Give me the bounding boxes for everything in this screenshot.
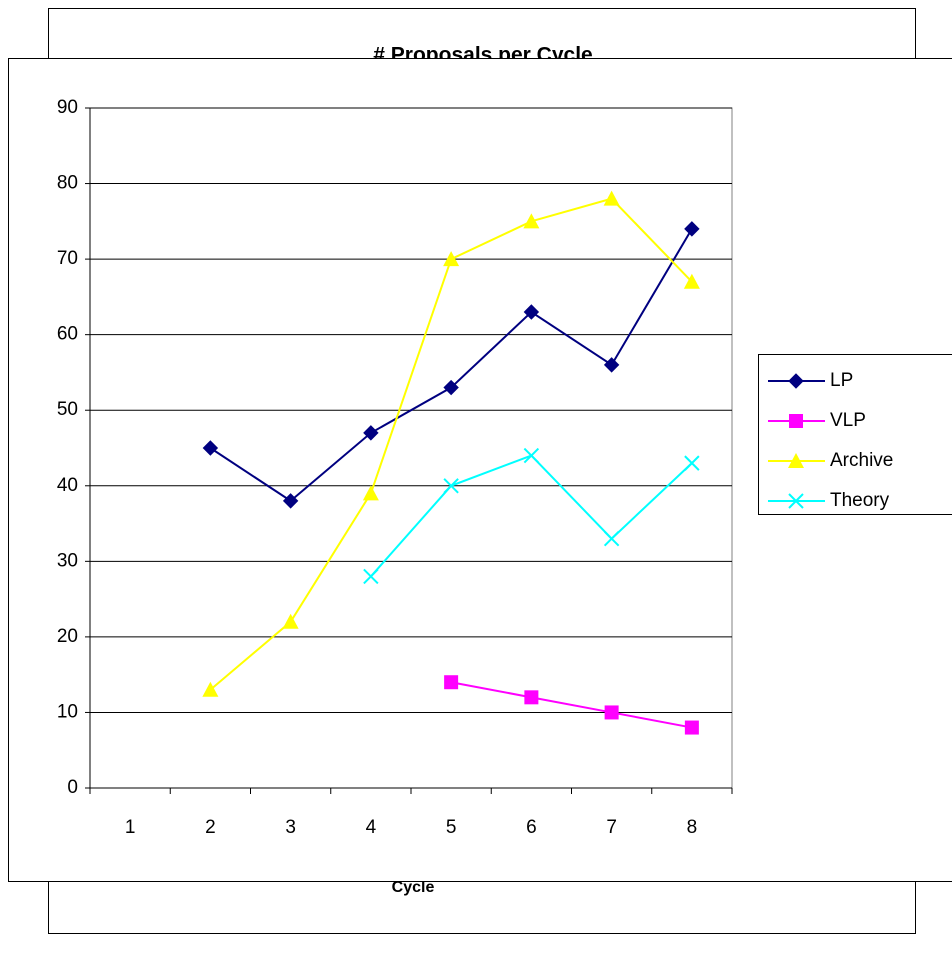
x-tick-label: 4: [366, 817, 377, 838]
marker: [788, 453, 804, 468]
marker: [788, 373, 804, 389]
y-tick-label: 40: [57, 475, 78, 496]
marker: [523, 213, 540, 229]
y-tick-label: 60: [57, 324, 78, 345]
marker: [604, 705, 619, 720]
x-tick-label: 6: [526, 817, 537, 838]
series-line: [450, 681, 693, 729]
marker: [523, 304, 540, 320]
marker: [683, 273, 700, 289]
marker: [362, 485, 379, 501]
x-tick-label: 5: [446, 817, 457, 838]
y-tick-label: 80: [57, 173, 78, 194]
y-tick-label: 30: [57, 550, 78, 571]
y-tick-label: 20: [57, 626, 78, 647]
y-tick-label: 0: [67, 777, 78, 798]
marker: [363, 425, 379, 441]
marker: [684, 720, 699, 735]
marker: [524, 690, 539, 705]
legend-label: VLP: [830, 410, 866, 431]
x-tick-label: 8: [687, 817, 698, 838]
marker: [202, 440, 219, 456]
marker: [523, 447, 540, 464]
marker: [443, 379, 459, 396]
marker: [603, 190, 620, 206]
x-tick-label: 2: [205, 817, 216, 838]
y-tick-label: 10: [57, 701, 78, 722]
marker: [684, 455, 700, 471]
marker: [282, 493, 299, 509]
plot-area: [89, 107, 733, 789]
marker: [788, 493, 804, 509]
marker: [443, 251, 460, 267]
marker: [684, 221, 700, 237]
y-tick-label: 70: [57, 248, 78, 269]
legend-label: Archive: [830, 450, 893, 471]
y-tick-label: 50: [57, 399, 78, 420]
marker: [282, 613, 299, 629]
x-axis-title: Cycle: [392, 879, 435, 896]
legend-label: LP: [830, 370, 853, 391]
legend-label: Theory: [830, 490, 890, 511]
marker: [789, 414, 803, 428]
marker: [363, 568, 379, 585]
marker: [202, 681, 219, 697]
marker: [603, 530, 620, 547]
x-tick-label: 1: [125, 817, 136, 838]
x-tick-label: 3: [285, 817, 296, 838]
marker: [444, 675, 459, 690]
marker: [443, 478, 459, 494]
y-tick-label: 90: [57, 97, 78, 118]
marker: [603, 357, 620, 373]
x-tick-label: 7: [606, 817, 617, 838]
